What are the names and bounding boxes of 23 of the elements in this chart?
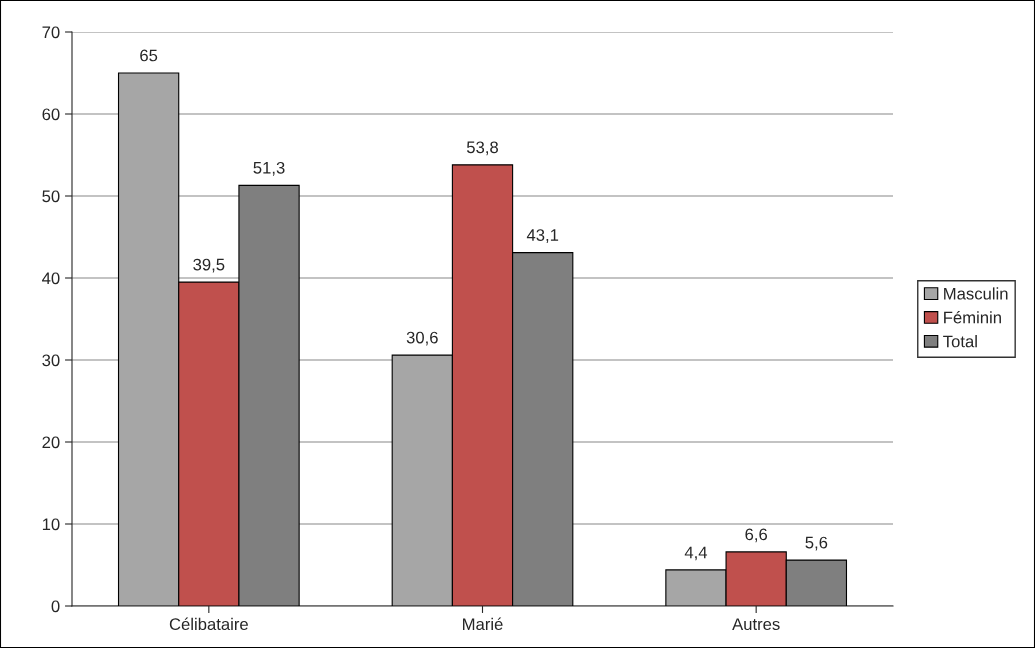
data-label: 39,5 [193, 258, 225, 273]
x-tick-label: Célibataire [169, 617, 248, 631]
data-label: 6,6 [745, 528, 768, 543]
data-label: 5,6 [805, 536, 828, 551]
y-tick-label: 60 [42, 108, 60, 121]
y-tick-label: 70 [42, 26, 60, 39]
y-tick-label: 0 [51, 600, 60, 613]
data-label: 53,8 [466, 141, 498, 156]
y-tick-label: 20 [42, 436, 60, 449]
y-tick-label: 40 [42, 272, 60, 285]
legend-label: Masculin [944, 287, 1008, 300]
y-tick-label: 30 [42, 354, 60, 367]
x-tick-label: Autres [732, 618, 780, 631]
data-label: 51,3 [253, 161, 285, 176]
legend-label: Féminin [944, 311, 1001, 324]
legend-label: Total [943, 335, 977, 348]
y-tick-label: 10 [42, 518, 60, 531]
x-tick-label: Marié [463, 617, 503, 631]
data-label: 4,4 [684, 546, 708, 561]
data-label: 65 [140, 49, 158, 62]
data-label: 43,1 [526, 229, 559, 243]
data-label: 30,6 [406, 331, 438, 346]
y-tick-label: 50 [42, 190, 60, 203]
